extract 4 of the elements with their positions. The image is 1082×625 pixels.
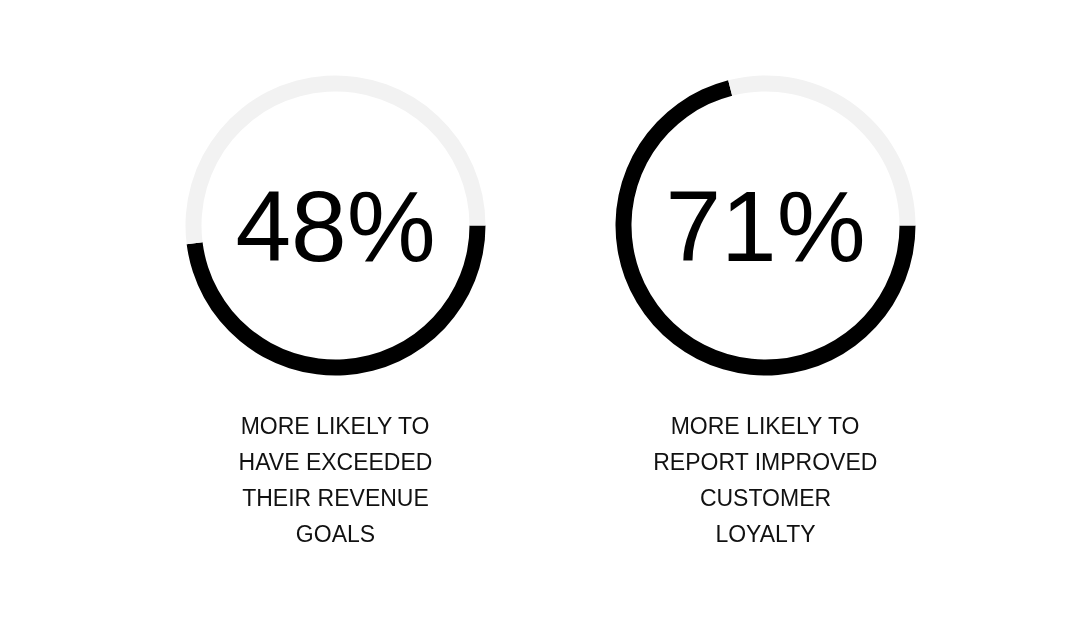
data-label: 48% (235, 169, 436, 282)
data-label: 71% (665, 169, 866, 282)
text: MORE LIKELY TO REPORT IMPROVED CUSTOMER LOYALTY (653, 412, 878, 547)
text: MORE LIKELY TO HAVE EXCEEDED THEIR REVENUE GOALS (238, 412, 433, 547)
